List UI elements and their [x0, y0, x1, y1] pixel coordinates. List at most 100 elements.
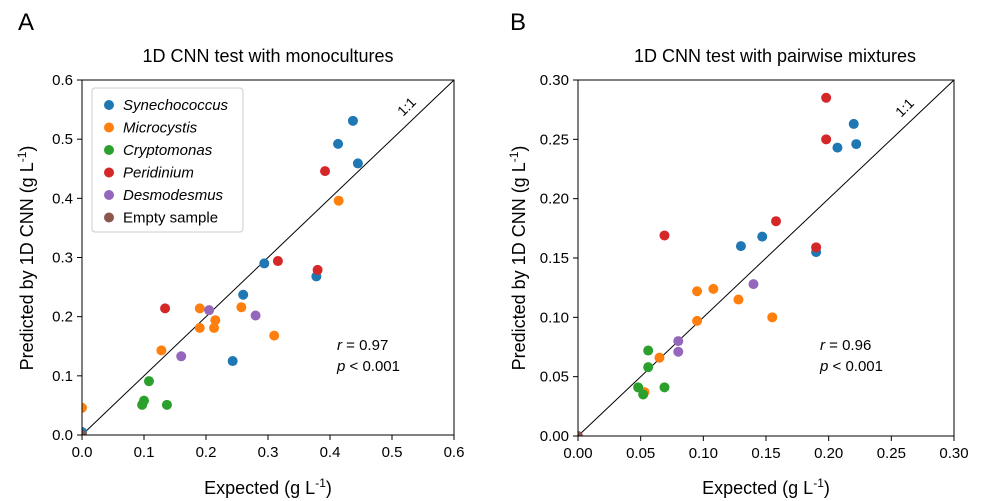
data-point-microcystis-a: [194, 303, 205, 314]
data-point-peridinium-b: [821, 134, 832, 145]
data-point-microcystis-b: [692, 286, 703, 297]
identity-line-label-a: 1:1: [394, 94, 419, 119]
x-tick-label-b: 0.05: [626, 445, 655, 462]
chart-title-a: 1D CNN test with monocultures: [142, 46, 393, 66]
y-tick-label-a: 0.3: [52, 250, 73, 267]
data-point-peridinium-a: [272, 256, 283, 267]
identity-line-label-b: 1:1: [892, 95, 917, 120]
data-point-microcystis-b: [767, 312, 778, 323]
data-point-cryptomonas-a: [161, 399, 172, 410]
plot-frame-a: [81, 79, 455, 436]
legend-marker-microcystis: [104, 122, 114, 133]
stats-p-b: p < 0.001: [819, 358, 883, 375]
data-point-empty-sample-a: [82, 430, 87, 435]
y-tick-label-a: 0.2: [52, 309, 73, 326]
x-tick-label-b: 0.10: [689, 445, 718, 462]
data-point-peridinium-b: [811, 242, 822, 253]
data-point-synechococcus-b: [832, 142, 843, 153]
y-tick-label-a: 0.5: [52, 131, 73, 148]
legend-label-empty-sample: Empty sample: [123, 210, 218, 227]
y-tick-label-a: 0.4: [52, 190, 73, 207]
y-tick-label-a: 0.6: [52, 72, 73, 89]
data-point-synechococcus-a: [259, 258, 270, 269]
data-point-microcystis-a: [269, 330, 280, 341]
panel-b: B 1D CNN test with pairwise mixtures 0.0…: [507, 9, 969, 498]
panel-letter-b: B: [510, 9, 526, 36]
data-point-microcystis-b: [708, 283, 719, 294]
x-axis-label-b: Expected (g L-1): [702, 476, 830, 498]
ticks-a: 0.0 0.1 0.2 0.3 0.4 0.5 0.6 0.0 0.1 0.2 0.3 0.4 0.5 0…: [52, 72, 464, 461]
data-point-synechococcus-b: [757, 231, 768, 242]
stats-p-a: p < 0.001: [336, 358, 400, 375]
x-tick-label-b: 0.30: [939, 445, 968, 462]
data-point-synechococcus-a: [227, 356, 238, 367]
legend-label-synechococcus: Synechococcus: [123, 97, 229, 114]
data-point-desmodesmus-b: [748, 279, 759, 290]
data-point-microcystis-b: [692, 315, 703, 326]
data-point-cryptomonas-b: [643, 362, 654, 373]
data-point-peridinium-a: [320, 166, 331, 177]
y-tick-label-b: 0.10: [540, 309, 569, 326]
data-point-peridinium-b: [771, 216, 782, 227]
data-point-microcystis-a: [333, 195, 344, 206]
y-tick-label-a: 0.0: [52, 427, 73, 444]
x-tick-label-a: 0.1: [134, 444, 155, 461]
data-point-peridinium-a: [312, 264, 323, 275]
y-tick-label-b: 0.20: [540, 191, 569, 208]
data-point-synechococcus-a: [347, 115, 358, 126]
legend-marker-synechococcus: [104, 100, 114, 110]
chart-title-b: 1D CNN test with pairwise mixtures: [634, 46, 916, 66]
data-point-cryptomonas-b: [659, 382, 670, 393]
panel-a: A 1D CNN test with monocultures 0.0 0.1 0.…: [15, 9, 464, 498]
legend-label-cryptomonas: Cryptomonas: [123, 142, 213, 159]
x-tick-label-a: 0.3: [258, 444, 279, 461]
data-point-microcystis-a: [210, 315, 221, 326]
data-point-peridinium-a: [160, 303, 171, 314]
identity-line-b: [577, 79, 955, 437]
data-point-microcystis-b: [654, 352, 665, 363]
y-tick-label-a: 0.1: [52, 368, 73, 385]
data-point-synechococcus-b: [851, 139, 862, 150]
legend-marker-desmodesmus: [104, 190, 114, 200]
data-point-synechococcus-b: [735, 241, 746, 252]
x-tick-label-a: 0.6: [444, 444, 465, 461]
legend-label-microcystis: Microcystis: [123, 120, 198, 137]
data-point-microcystis-a: [82, 402, 87, 413]
legend-label-desmodesmus: Desmodesmus: [123, 187, 224, 204]
x-tick-label-b: 0.00: [563, 445, 592, 462]
x-tick-label-b: 0.25: [877, 445, 906, 462]
legend-marker-cryptomonas: [104, 145, 114, 155]
x-tick-label-a: 0.4: [320, 444, 341, 461]
data-point-desmodesmus-a: [176, 351, 187, 362]
data-point-desmodesmus-a: [250, 310, 261, 321]
data-point-microcystis-a: [236, 302, 247, 313]
data-point-desmodesmus-a: [204, 305, 215, 316]
x-tick-label-b: 0.15: [751, 445, 780, 462]
y-axis-label-b: Predicted by 1D CNN (g L-1): [507, 146, 529, 371]
x-tick-label-b: 0.20: [814, 445, 843, 462]
panel-letter-a: A: [18, 9, 34, 36]
legend-marker-empty-sample: [104, 212, 114, 223]
data-point-synechococcus-a: [238, 289, 249, 300]
data-point-synechococcus-b: [848, 118, 859, 129]
data-point-synechococcus-a: [352, 158, 363, 169]
y-tick-label-b: 0.30: [540, 72, 569, 89]
legend-box: [91, 87, 244, 233]
data-point-microcystis-a: [209, 322, 220, 333]
y-tick-label-b: 0.25: [540, 131, 569, 148]
y-tick-label-b: 0.15: [540, 250, 569, 267]
data-point-peridinium-b: [659, 230, 670, 241]
legend-label-peridinium: Peridinium: [123, 165, 194, 182]
stats-r-b: r = 0.96: [820, 337, 871, 354]
data-point-cryptomonas-b: [643, 345, 654, 356]
data-point-desmodesmus-b: [673, 336, 684, 347]
x-tick-label-a: 0.5: [382, 444, 403, 461]
data-point-desmodesmus-b: [673, 346, 684, 357]
data-point-cryptomonas-a: [139, 395, 149, 406]
y-tick-label-b: 0.00: [540, 428, 569, 445]
legend-marker-peridinium: [104, 167, 114, 178]
data-point-microcystis-b: [733, 294, 744, 305]
identity-line-a: [81, 79, 455, 436]
y-tick-label-b: 0.05: [540, 369, 569, 386]
